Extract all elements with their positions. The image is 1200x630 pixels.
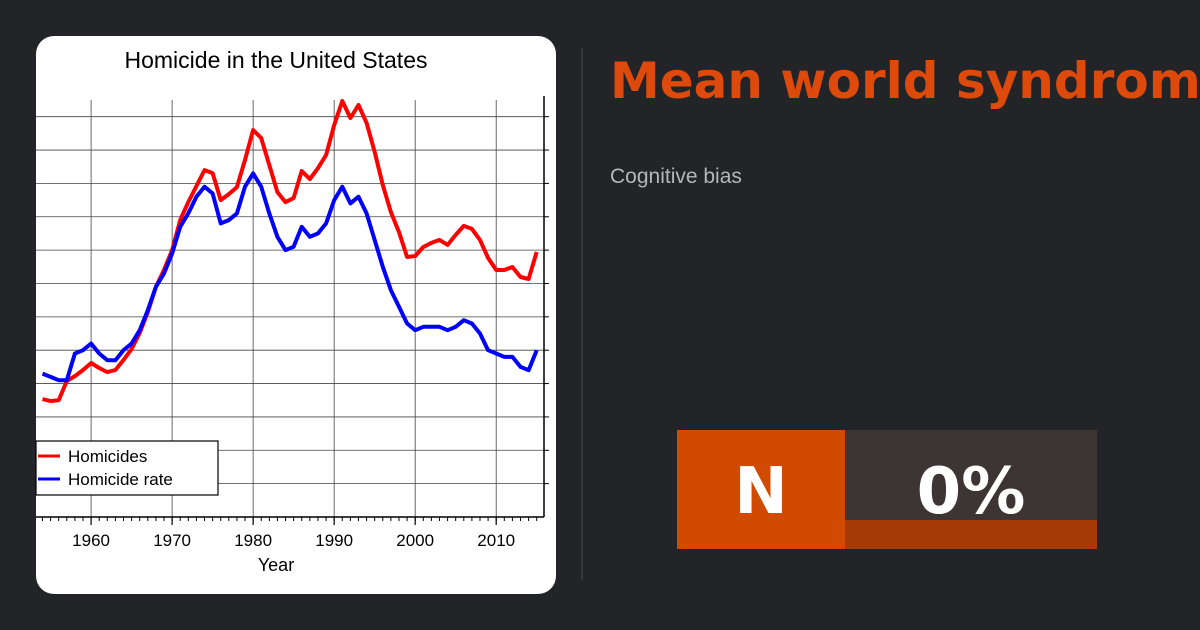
plot: 1960 1970 1980 1990 2000 2010 Homicides Homicid… [35, 96, 549, 550]
badge-value: 0% [917, 455, 1026, 529]
x-axis-label: Year [258, 555, 294, 575]
x-tick-label: 1980 [234, 531, 272, 550]
x-tick-label: 2010 [477, 531, 515, 550]
badge-letter-box [677, 430, 845, 549]
page-title: Mean world syndrome [610, 52, 1200, 110]
x-tick-label: 2000 [396, 531, 434, 550]
page-subtitle: Cognitive bias [610, 165, 742, 188]
x-tick-label: 1960 [72, 531, 110, 550]
line-series [42, 99, 539, 404]
legend-label: Homicide rate [68, 470, 173, 489]
line-series [41, 171, 539, 383]
x-tick-label: 1990 [315, 531, 353, 550]
legend-box [35, 440, 219, 496]
badge-strip [845, 520, 1097, 549]
chart-title: Homicide in the United States [125, 47, 428, 73]
x-tick-label: 1970 [153, 531, 191, 550]
badge-letter: N [734, 455, 788, 529]
legend-label: Homicides [68, 447, 147, 466]
chart-panel [36, 36, 556, 594]
